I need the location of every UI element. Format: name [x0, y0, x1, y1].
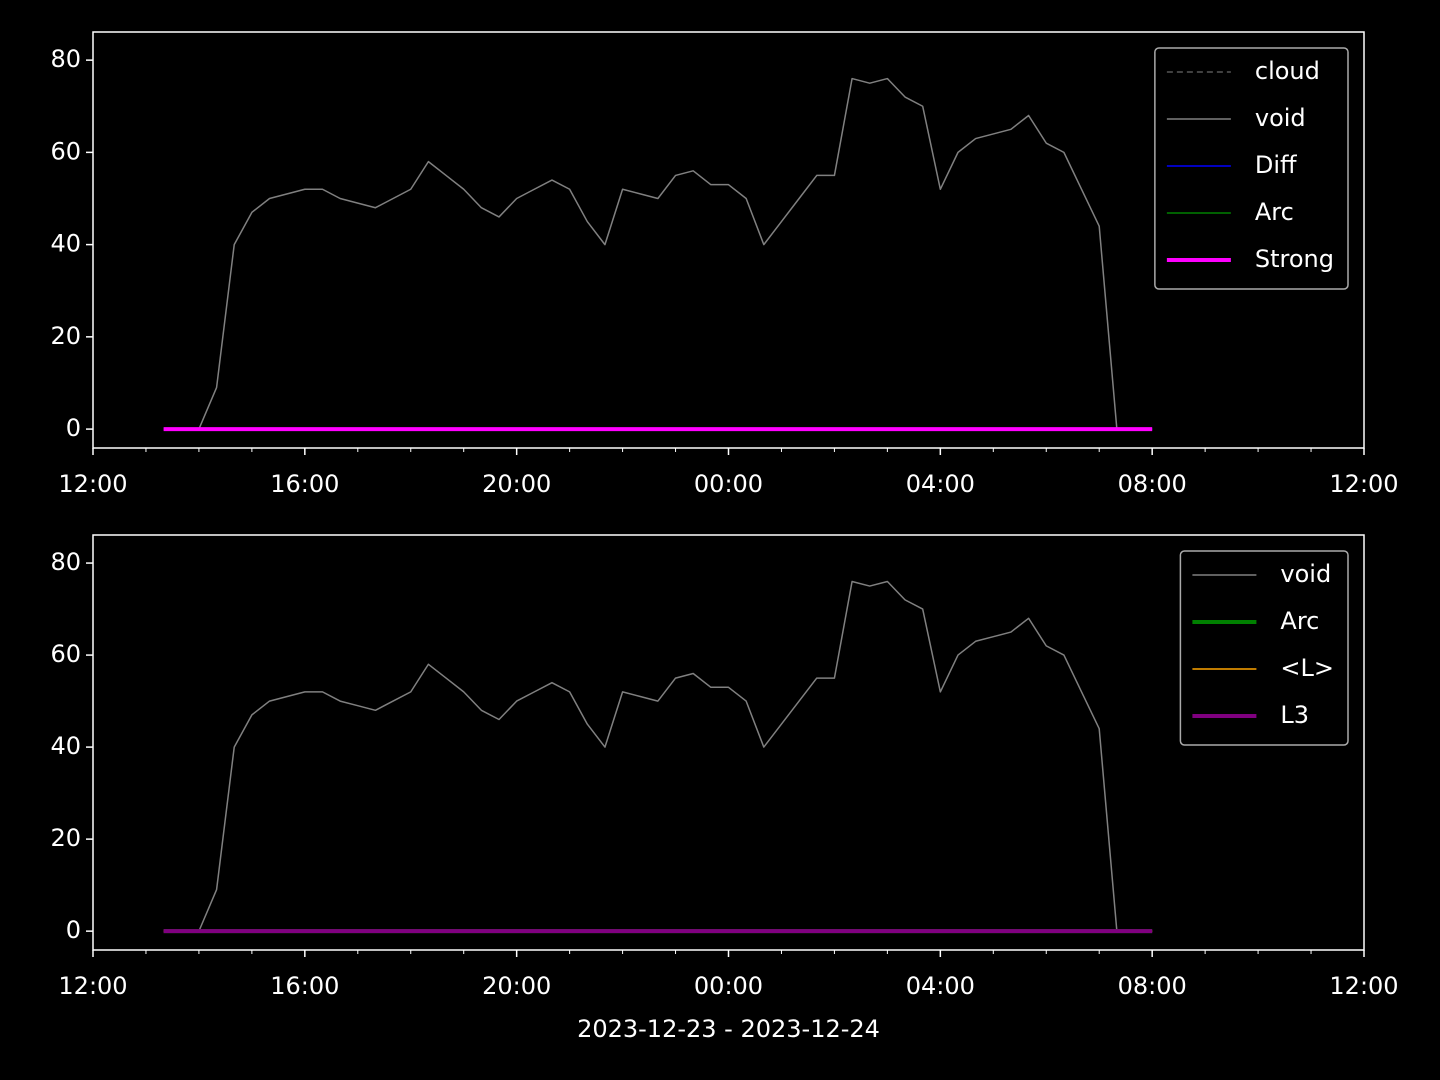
x-tick-label: 00:00 [694, 470, 763, 498]
y-tick-label: 20 [50, 322, 81, 350]
x-axis-label: 2023-12-23 - 2023-12-24 [577, 1015, 880, 1043]
legend-label: void [1280, 560, 1331, 588]
y-tick-label: 20 [50, 824, 81, 852]
axes: 0 20 40 60 80 12:00 16:00 20:00 00:00 04:00 08:00 1… [50, 31, 1399, 498]
series-line [163, 580, 1153, 932]
x-tick-label: 12:00 [58, 972, 127, 1000]
x-tick-label: 20:00 [482, 972, 551, 1000]
legend: void Arc <L> L3 [1179, 550, 1349, 746]
x-tick-label: 12:00 [1329, 972, 1398, 1000]
y-tick-label: 80 [50, 548, 81, 576]
legend-label: Arc [1280, 607, 1319, 635]
plot-area [93, 535, 1364, 950]
legend-label: L3 [1280, 701, 1309, 729]
x-tick-label: 08:00 [1118, 470, 1187, 498]
axes-frame [92, 534, 1365, 951]
legend-label: Diff [1255, 151, 1297, 179]
legend-label: <L> [1280, 654, 1334, 682]
x-tick-label: 20:00 [482, 470, 551, 498]
x-tick-label: 16:00 [270, 470, 339, 498]
x-tick-label: 04:00 [906, 470, 975, 498]
x-tick-label: 12:00 [58, 470, 127, 498]
series-line [163, 77, 1153, 430]
plot-area [93, 32, 1364, 448]
x-tick-label: 12:00 [1329, 470, 1398, 498]
legend-box [1179, 550, 1349, 746]
legend: cloud void Diff Arc Strong [1154, 47, 1349, 290]
y-tick-label: 80 [50, 45, 81, 73]
legend-label: cloud [1255, 57, 1320, 85]
y-tick-label: 0 [66, 414, 81, 442]
legend-label: Strong [1255, 245, 1334, 273]
y-tick-label: 40 [50, 230, 81, 258]
x-tick-label: 04:00 [906, 972, 975, 1000]
legend-box [1154, 47, 1349, 290]
legend-label: Arc [1255, 198, 1294, 226]
y-tick-label: 60 [50, 640, 81, 668]
legend-label: void [1255, 104, 1306, 132]
y-tick-label: 40 [50, 732, 81, 760]
x-tick-label: 08:00 [1118, 972, 1187, 1000]
axes: 0 20 40 60 80 12:00 16:00 20:00 00:00 04:00 08:00 1… [50, 534, 1399, 1043]
x-tick-label: 00:00 [694, 972, 763, 1000]
y-tick-label: 60 [50, 137, 81, 165]
axes-frame [92, 31, 1365, 449]
y-tick-label: 0 [66, 916, 81, 944]
x-tick-label: 16:00 [270, 972, 339, 1000]
